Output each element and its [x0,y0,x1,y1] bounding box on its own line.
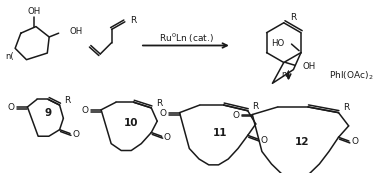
Text: Ru$^0$Ln (cat.): Ru$^0$Ln (cat.) [159,31,214,45]
Text: R: R [252,101,259,111]
Text: R: R [64,96,70,105]
Text: PhI(OAc)$_2$: PhI(OAc)$_2$ [329,69,374,82]
Text: 9: 9 [44,108,51,118]
Text: n(: n( [5,52,14,61]
Text: R: R [343,103,349,112]
Text: R: R [290,13,296,22]
Text: HO: HO [271,39,284,48]
Text: 11: 11 [212,128,227,138]
Text: O: O [82,106,88,115]
Text: O: O [260,136,267,145]
Text: R: R [156,99,162,108]
Text: n(: n( [282,70,290,79]
Text: O: O [8,103,15,112]
Text: 10: 10 [124,118,139,128]
Text: O: O [164,133,171,142]
Text: OH: OH [28,7,41,16]
Text: OH: OH [303,62,316,71]
Text: O: O [351,137,358,146]
Text: R: R [130,16,136,25]
Text: O: O [160,109,167,118]
Text: O: O [233,111,240,120]
Text: O: O [72,130,79,139]
Text: OH: OH [70,27,83,36]
Text: 12: 12 [295,137,309,147]
